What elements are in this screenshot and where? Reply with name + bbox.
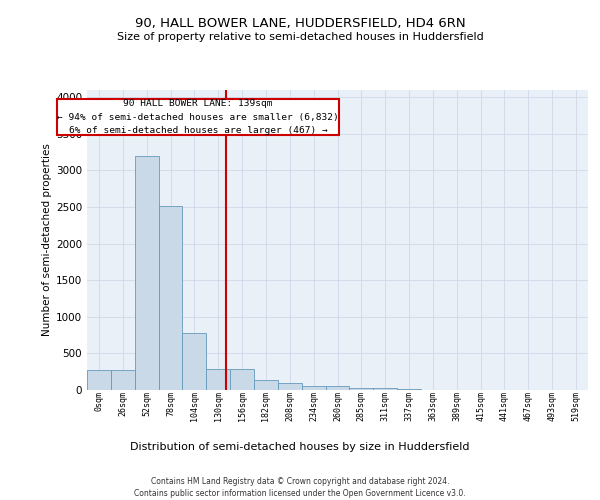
Text: Size of property relative to semi-detached houses in Huddersfield: Size of property relative to semi-detach…: [116, 32, 484, 42]
Bar: [230, 369, 254, 390]
Y-axis label: Number of semi-detached properties: Number of semi-detached properties: [42, 144, 52, 336]
Text: 90 HALL BOWER LANE: 139sqm
← 94% of semi-detached houses are smaller (6,832)
6% : 90 HALL BOWER LANE: 139sqm ← 94% of semi…: [57, 98, 339, 136]
Bar: [373, 388, 397, 390]
Bar: [302, 386, 326, 390]
Bar: [135, 156, 158, 390]
Text: Distribution of semi-detached houses by size in Huddersfield: Distribution of semi-detached houses by …: [130, 442, 470, 452]
Bar: [349, 388, 373, 390]
Bar: [326, 386, 349, 390]
Text: 90, HALL BOWER LANE, HUDDERSFIELD, HD4 6RN: 90, HALL BOWER LANE, HUDDERSFIELD, HD4 6…: [134, 18, 466, 30]
Bar: [87, 370, 111, 390]
Bar: [182, 333, 206, 390]
Bar: [397, 388, 421, 390]
Bar: [206, 369, 230, 390]
Bar: [278, 384, 302, 390]
Text: Contains HM Land Registry data © Crown copyright and database right 2024.: Contains HM Land Registry data © Crown c…: [151, 478, 449, 486]
Bar: [254, 380, 278, 390]
Bar: [158, 206, 182, 390]
Bar: [111, 370, 135, 390]
Text: Contains public sector information licensed under the Open Government Licence v3: Contains public sector information licen…: [134, 489, 466, 498]
